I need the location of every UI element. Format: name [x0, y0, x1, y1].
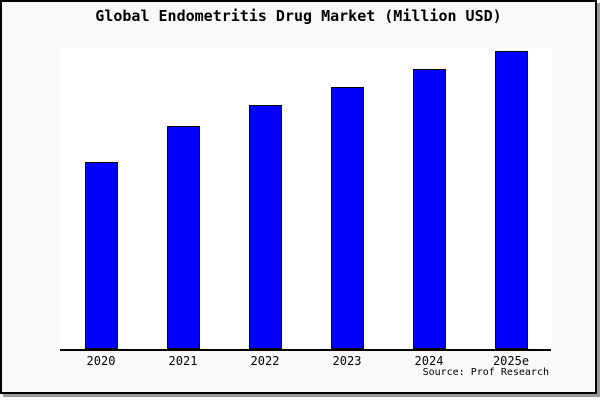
chart-title: Global Endometritis Drug Market (Million…: [95, 7, 502, 25]
x-tick-label: 2021: [168, 354, 198, 368]
x-tick-label: 2025e: [492, 354, 530, 368]
bar-2023: [330, 87, 364, 349]
x-tick-label: 2024: [414, 354, 444, 368]
x-tick-label: 2023: [332, 354, 362, 368]
x-tick-label: 2020: [86, 354, 116, 368]
x-axis-line: [60, 349, 551, 351]
bar-2022: [248, 105, 282, 349]
source-label: Source: Prof Research: [422, 367, 549, 378]
x-tick-label: 2022: [250, 354, 280, 368]
plot-area: [60, 48, 552, 351]
bar-2021: [166, 126, 200, 349]
bar-2024: [412, 69, 446, 349]
bar-2025e: [494, 51, 528, 349]
bar-2020: [84, 162, 118, 349]
